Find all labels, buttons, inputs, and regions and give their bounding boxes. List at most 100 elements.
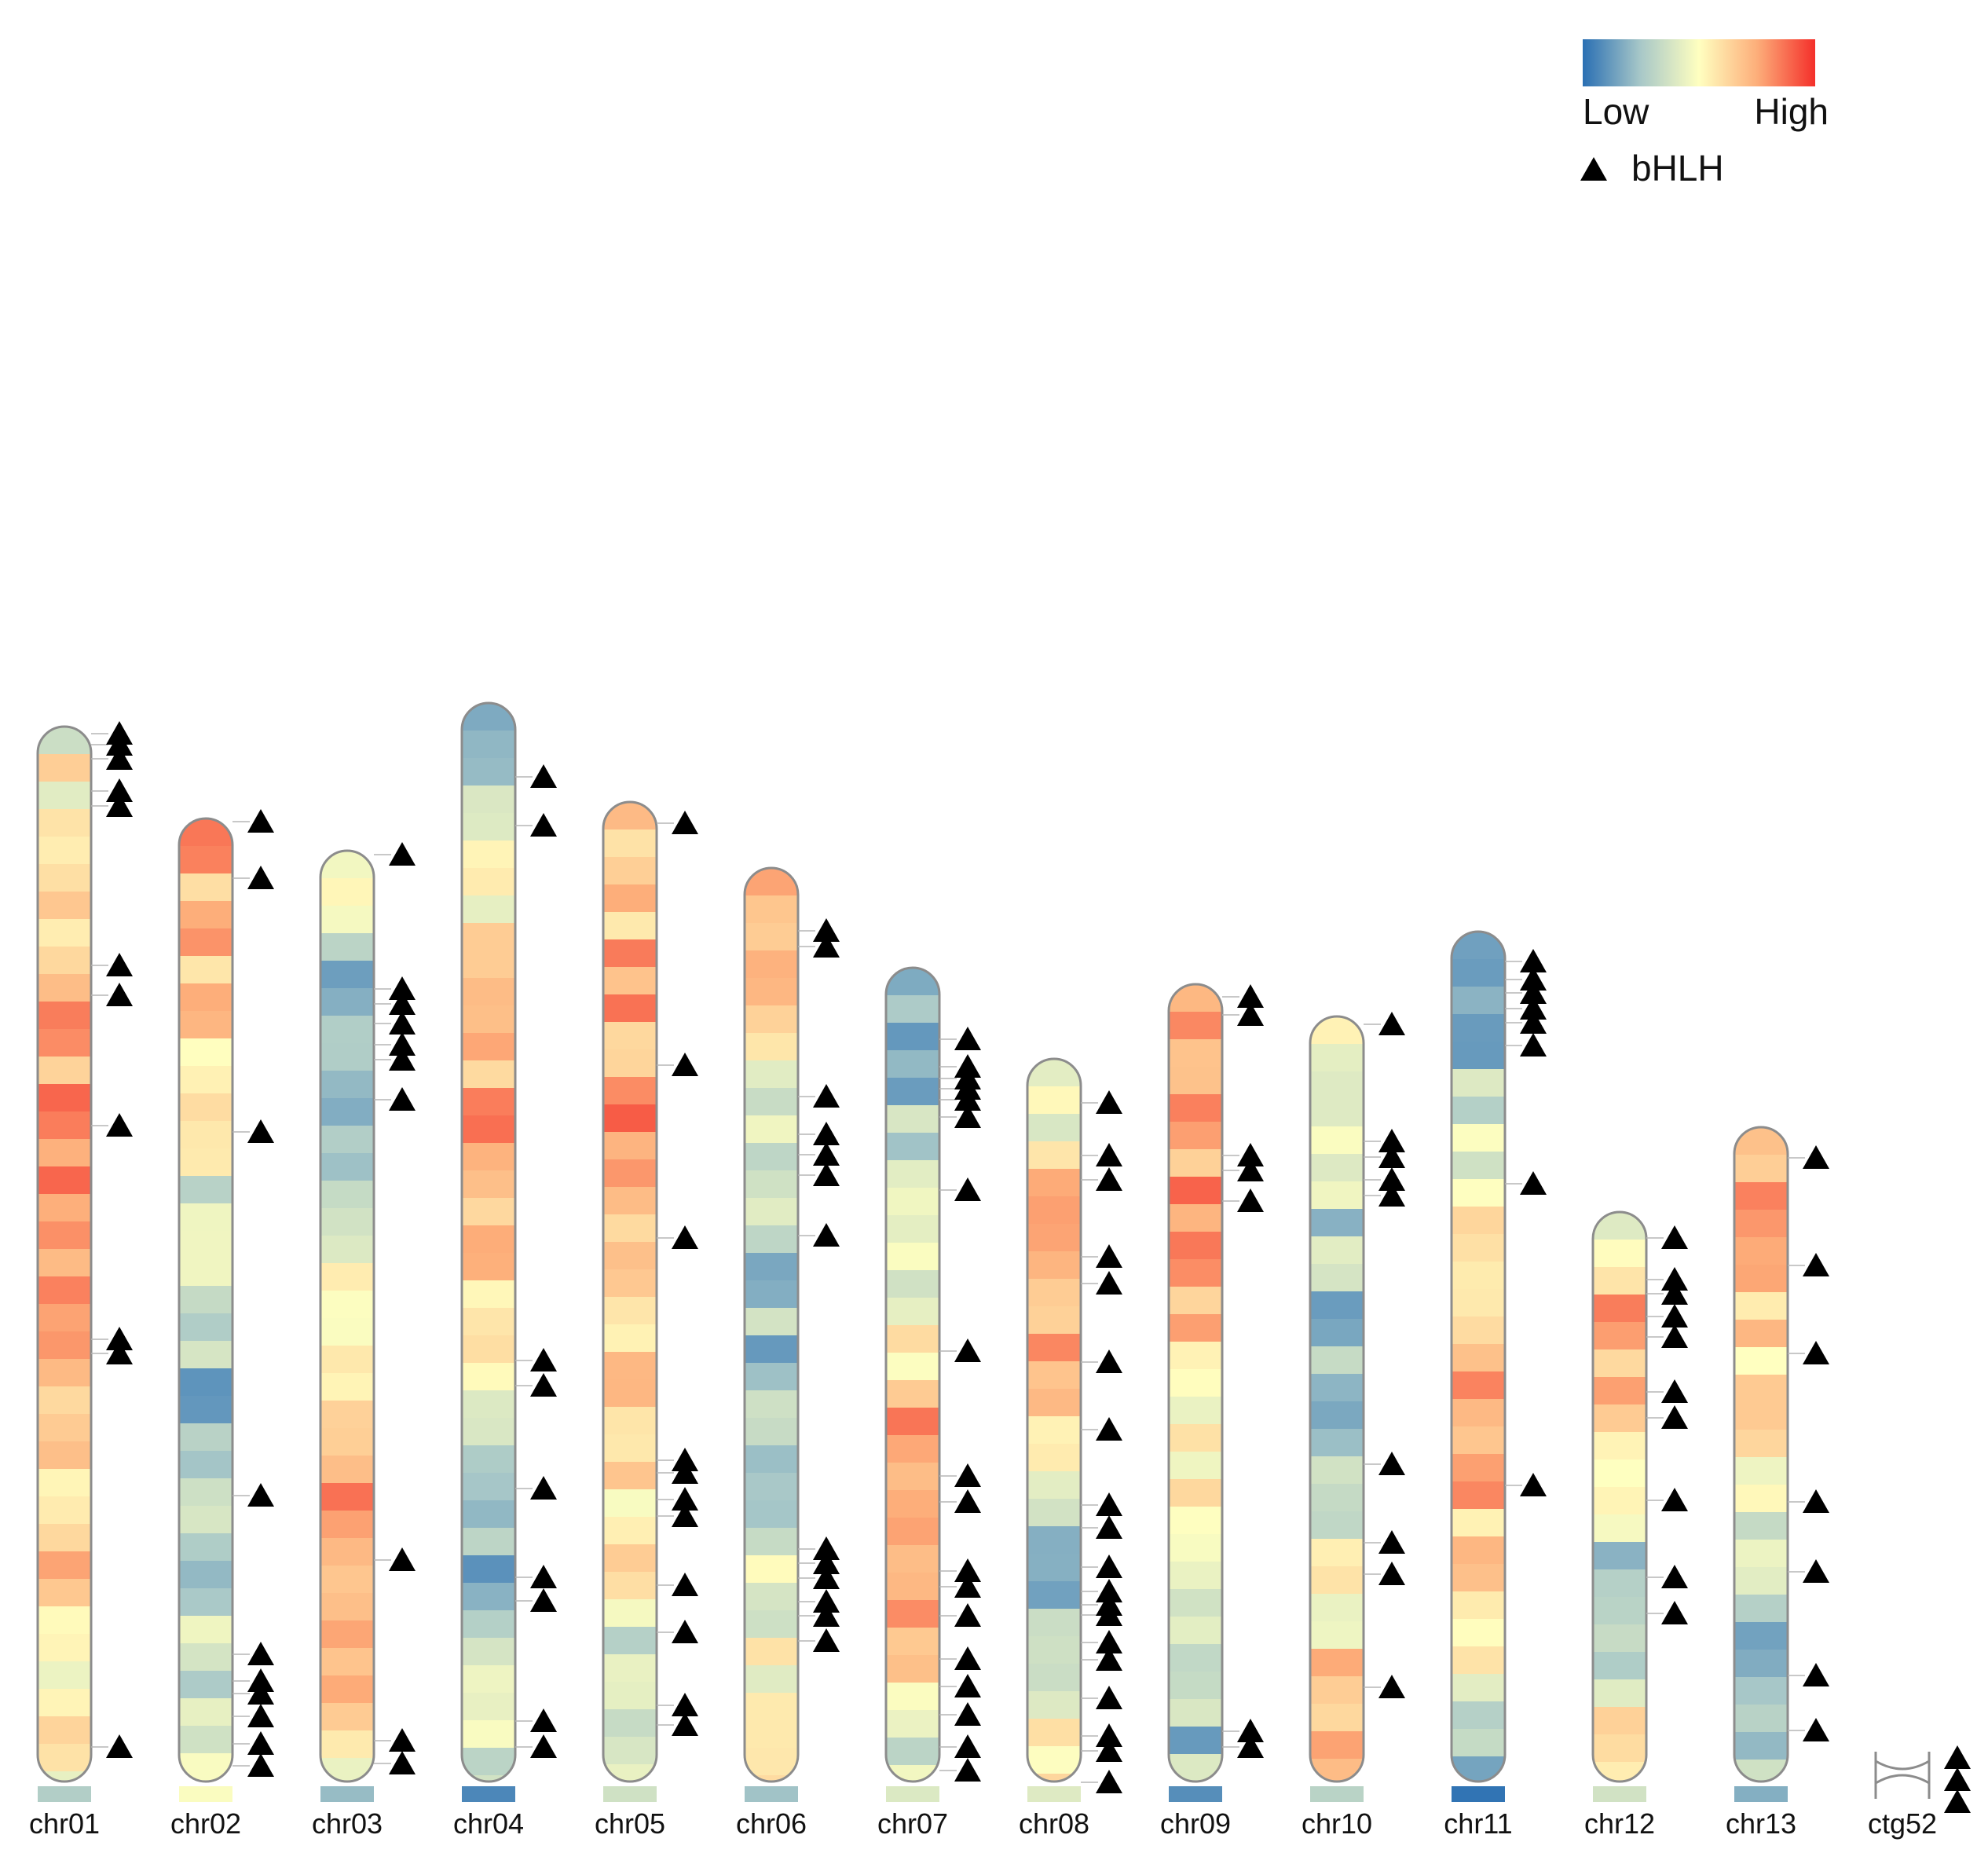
density-band	[1169, 1204, 1222, 1232]
density-band	[1169, 1754, 1222, 1782]
density-band	[1452, 1646, 1505, 1675]
density-band	[886, 1463, 939, 1491]
density-band	[1310, 1484, 1364, 1512]
density-band	[1734, 1650, 1788, 1678]
density-band	[462, 703, 515, 731]
density-band	[320, 1071, 374, 1099]
density-band	[1310, 1346, 1364, 1375]
density-band	[462, 758, 515, 786]
bhlh-gene-marker	[1520, 1033, 1547, 1057]
density-band	[462, 1033, 515, 1061]
density-band	[38, 1496, 91, 1525]
density-band	[886, 1518, 939, 1546]
density-band	[745, 1445, 798, 1474]
density-band	[38, 1441, 91, 1470]
density-band	[1593, 1212, 1646, 1240]
density-band	[1169, 1617, 1222, 1645]
bhlh-gene-marker	[1661, 1324, 1688, 1348]
density-band	[745, 868, 798, 896]
legend-low-label: Low	[1583, 91, 1649, 132]
bhlh-gene-marker	[1520, 980, 1547, 1004]
density-band	[1169, 1479, 1222, 1507]
density-band	[1027, 1719, 1081, 1747]
legend: Low High bHLH	[1580, 39, 1829, 189]
density-band	[1452, 932, 1505, 960]
density-band	[462, 1775, 515, 1782]
bhlh-gene-marker	[954, 1027, 981, 1050]
density-band	[179, 928, 232, 957]
density-band	[462, 1390, 515, 1419]
density-band	[1593, 1597, 1646, 1625]
density-band	[886, 1490, 939, 1518]
density-band	[1452, 1069, 1505, 1097]
density-band	[886, 1078, 939, 1106]
chromosome-label: chr01	[29, 1807, 100, 1840]
density-band	[886, 1710, 939, 1738]
bhlh-gene-marker	[389, 1047, 416, 1071]
density-band	[1310, 1621, 1364, 1650]
density-band	[179, 1231, 232, 1259]
bhlh-gene-marker	[1661, 1304, 1688, 1328]
density-band	[603, 1462, 657, 1490]
density-band	[38, 809, 91, 837]
density-band	[745, 1693, 798, 1721]
density-band	[320, 1126, 374, 1154]
density-band	[462, 978, 515, 1006]
chromosome-chr08: chr08	[1019, 1057, 1122, 1840]
density-band	[1310, 1676, 1364, 1705]
bhlh-gene-marker	[1096, 1244, 1122, 1268]
bhlh-gene-marker	[247, 1119, 274, 1143]
chromosome-base-marker	[603, 1786, 657, 1802]
density-band	[1593, 1377, 1646, 1405]
chromosome-base-marker	[320, 1786, 374, 1802]
density-band	[1593, 1295, 1646, 1323]
density-band	[1169, 1397, 1222, 1425]
bhlh-gene-marker	[1661, 1405, 1688, 1429]
chromosome-label: chr10	[1302, 1807, 1372, 1840]
density-band	[320, 1181, 374, 1209]
chromosome-base-marker	[1169, 1786, 1222, 1802]
bhlh-gene-marker	[672, 1487, 698, 1511]
bhlh-gene-marker	[1661, 1379, 1688, 1403]
density-band	[320, 906, 374, 934]
bhlh-gene-marker	[1661, 1601, 1688, 1624]
bhlh-gene-marker	[1661, 1565, 1688, 1588]
bhlh-gene-marker	[389, 1011, 416, 1035]
density-band	[1452, 1371, 1505, 1400]
density-band	[886, 1353, 939, 1381]
density-band	[1593, 1762, 1646, 1782]
density-band	[462, 1115, 515, 1144]
density-band	[320, 1098, 374, 1126]
density-band	[1310, 1016, 1364, 1045]
bhlh-gene-marker	[954, 1574, 981, 1598]
density-band	[320, 1538, 374, 1566]
bhlh-gene-marker	[530, 1588, 557, 1612]
chromosome-label: chr02	[170, 1807, 241, 1840]
density-band	[320, 1620, 374, 1649]
density-band	[38, 1084, 91, 1112]
density-band	[179, 1341, 232, 1369]
density-band	[1593, 1432, 1646, 1460]
bhlh-gene-marker	[1378, 1144, 1405, 1168]
density-band	[1169, 1534, 1222, 1562]
bhlh-gene-marker	[1661, 1488, 1688, 1511]
density-band	[1310, 1209, 1364, 1237]
density-band	[320, 1593, 374, 1621]
density-band	[462, 1308, 515, 1336]
bhlh-gene-marker	[530, 1476, 557, 1500]
density-band	[38, 1221, 91, 1250]
density-band	[1310, 1429, 1364, 1457]
density-band	[320, 878, 374, 906]
density-band	[320, 1566, 374, 1594]
heat-bands	[1169, 984, 1222, 1782]
chromosome-base-marker	[1027, 1786, 1081, 1802]
density-band	[603, 1104, 657, 1133]
density-band	[603, 1297, 657, 1325]
density-band	[1310, 1181, 1364, 1210]
chromosome-base-marker	[179, 1786, 232, 1802]
density-band	[1027, 1114, 1081, 1142]
density-band	[1734, 1677, 1788, 1705]
density-band	[462, 731, 515, 759]
density-band	[603, 1737, 657, 1765]
